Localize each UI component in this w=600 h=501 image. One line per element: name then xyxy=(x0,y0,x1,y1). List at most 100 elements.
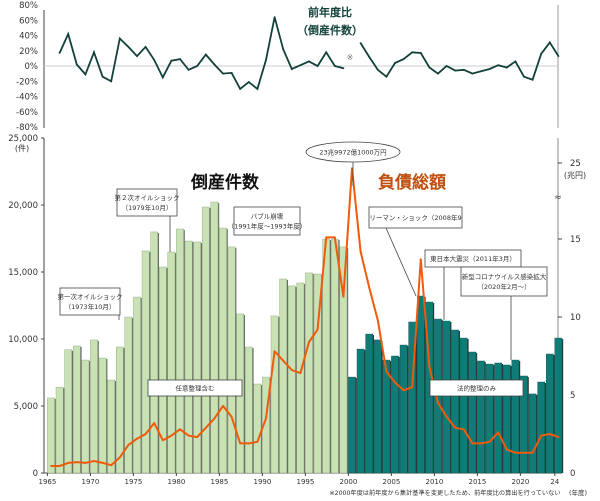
bar-1967 xyxy=(64,349,72,474)
yoy-line-2 xyxy=(359,40,560,81)
yoy-point xyxy=(376,68,379,71)
x-tick-label: 1975 xyxy=(124,478,142,486)
yoy-tick-label: 40% xyxy=(19,32,38,42)
bar-2023 xyxy=(546,353,554,474)
bar-1983 xyxy=(201,206,210,474)
yoy-point xyxy=(118,37,121,40)
yoy-point xyxy=(454,69,457,72)
yoy-point xyxy=(127,46,130,48)
annotation-text: （2020年2月～） xyxy=(477,282,530,291)
bar-1981 xyxy=(184,240,193,474)
yoy-point xyxy=(136,55,138,57)
bar-1982 xyxy=(193,241,202,474)
bar-title: 倒産件数 xyxy=(190,172,260,193)
debt-point xyxy=(110,464,113,467)
yoy-subtitle: （倒産件数） xyxy=(297,23,363,37)
debt-point xyxy=(488,440,491,443)
yoy-point xyxy=(213,63,216,66)
left-tick-label: 0 xyxy=(33,469,38,479)
bar-2015 xyxy=(477,360,485,474)
yoy-tick-label: -20% xyxy=(16,77,38,87)
annotation-text: バブル崩壊 xyxy=(251,211,284,220)
debt-point xyxy=(84,461,87,464)
yoy-point xyxy=(342,67,345,70)
annotation-leader xyxy=(385,227,417,297)
debt-point xyxy=(480,442,482,445)
bar-2024 xyxy=(554,337,563,474)
bar-2003 xyxy=(374,339,382,474)
bar-1986 xyxy=(227,246,236,474)
debt-point xyxy=(548,433,551,435)
annotation-4: 23兆9972億1000万円 xyxy=(305,141,401,186)
yoy-point xyxy=(548,41,551,44)
annotation-box xyxy=(460,266,548,297)
left-tick-label: 15,000 xyxy=(8,268,38,278)
debt-point xyxy=(67,461,70,464)
debt-point xyxy=(385,370,388,373)
yoy-point xyxy=(282,48,285,51)
bar-1990 xyxy=(262,376,270,474)
debt-point xyxy=(265,417,267,420)
debt-point xyxy=(505,448,508,451)
annotation-ellipse xyxy=(305,141,401,163)
yoy-tick-label: -60% xyxy=(16,108,38,118)
debt-line xyxy=(51,167,559,467)
bar-2016 xyxy=(485,363,494,474)
yoy-title: 前年度比 xyxy=(308,5,352,19)
yoy-point xyxy=(179,58,181,61)
yoy-point xyxy=(540,52,543,55)
yoy-point xyxy=(299,64,302,67)
annotation-2: 第２次オイルショック（1979年10月） xyxy=(115,188,180,252)
yoy-point xyxy=(437,72,439,75)
yoy-point xyxy=(290,68,293,70)
yoy-point xyxy=(523,75,525,78)
yoy-point xyxy=(368,55,371,58)
yoy-tick-label: 0% xyxy=(25,62,39,72)
debt-point xyxy=(497,431,500,434)
bar-2000 xyxy=(348,376,356,474)
annotation-6: 東日本大震災（2011年3月） xyxy=(424,249,522,320)
yoy-point xyxy=(359,42,362,45)
bar-1975 xyxy=(133,296,141,474)
line-title: 負債総額 xyxy=(378,172,446,193)
yoy-point xyxy=(308,60,310,63)
yoy-point xyxy=(110,80,113,83)
bar-1969 xyxy=(81,359,90,474)
bar-1968 xyxy=(72,345,81,474)
debt-point xyxy=(454,426,457,429)
main-panel: 25,000 20,000 15,000 10,000 5,000 0 25 15 10 5 0 ≈1… xyxy=(8,134,581,486)
annotation-text: 新型コロナウイルス感染拡大 xyxy=(462,272,547,281)
yoy-point xyxy=(531,78,534,81)
annotation-1: 第一次オイルショック（1973年10月） xyxy=(58,287,123,320)
yoy-point xyxy=(488,68,491,70)
yoy-point xyxy=(67,33,70,35)
bar-1973 xyxy=(115,346,124,474)
debt-point xyxy=(213,417,216,420)
yoy-point xyxy=(471,72,474,75)
bar-1999 xyxy=(339,246,348,474)
bar-1971 xyxy=(98,357,107,474)
x-tick-label: 1980 xyxy=(167,478,185,486)
bar-1989 xyxy=(253,383,262,474)
yoy-point xyxy=(247,81,250,83)
left-tick-label: 5,000 xyxy=(14,402,38,412)
debt-point xyxy=(127,444,130,446)
annotation-9: 法的整理のみ xyxy=(429,379,524,397)
yoy-point xyxy=(480,70,482,73)
axis-break-icon: ≈ xyxy=(554,193,562,203)
yoy-point xyxy=(265,59,267,61)
yoy-tick-label: 80% xyxy=(19,1,38,11)
bar-2018 xyxy=(503,364,511,474)
right-tick-label: 25 xyxy=(570,159,581,169)
debt-point xyxy=(75,461,78,463)
bar-2019 xyxy=(511,359,520,474)
annotation-box xyxy=(233,206,301,236)
annotation-8: 任意整理含む xyxy=(147,379,243,397)
yoy-point xyxy=(75,63,78,66)
yoy-point xyxy=(187,68,190,71)
debt-point xyxy=(204,426,207,429)
debt-point xyxy=(419,258,422,261)
annotation-text: （1973年10月） xyxy=(65,302,116,311)
yoy-tick-label: 60% xyxy=(19,16,38,26)
debt-point xyxy=(523,451,525,454)
